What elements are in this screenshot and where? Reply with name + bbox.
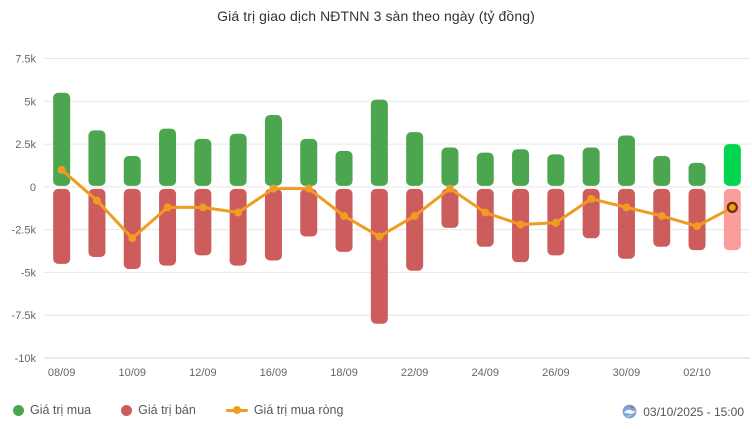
sell-bar[interactable] [441, 188, 459, 228]
net-marker[interactable] [516, 220, 525, 229]
net-marker[interactable] [481, 208, 490, 217]
vietstock-logo-icon [622, 404, 637, 419]
legend-item-buy[interactable]: Giá trị mua [13, 403, 91, 417]
x-axis-label: 12/09 [189, 367, 217, 379]
sell-bar[interactable] [406, 188, 424, 271]
buy-bar[interactable] [300, 138, 318, 186]
sell-bar[interactable] [370, 188, 388, 324]
net-marker[interactable] [622, 203, 631, 212]
y-axis-label: 2.5k [15, 139, 36, 151]
net-marker[interactable] [375, 232, 384, 241]
chart-title: Giá trị giao dịch NĐTNN 3 sàn theo ngày … [217, 8, 535, 24]
buy-bar[interactable] [476, 152, 494, 186]
sell-bar[interactable] [300, 188, 318, 237]
sell-bar[interactable] [229, 188, 247, 266]
net-marker[interactable] [304, 184, 313, 193]
buy-legend-marker-icon [13, 404, 24, 416]
legend-label-buy: Giá trị mua [30, 403, 92, 417]
x-axis-label: 18/09 [330, 367, 358, 379]
sell-bar[interactable] [123, 188, 141, 270]
sell-bar[interactable] [688, 188, 706, 251]
net-marker[interactable] [657, 211, 666, 220]
buy-bar[interactable] [653, 156, 671, 186]
legend-label-sell: Giá trị bán [138, 403, 196, 417]
buy-bar[interactable] [264, 114, 282, 186]
chart-legend: Giá trị mua Giá trị bán Giá trị mua ròng [13, 403, 343, 417]
y-axis-label: 5k [24, 96, 36, 108]
legend-item-net[interactable]: Giá trị mua ròng [225, 403, 344, 417]
net-marker[interactable] [551, 218, 560, 227]
buy-bar[interactable] [370, 99, 388, 186]
buy-bar[interactable] [547, 154, 565, 186]
x-axis-label: 16/09 [260, 367, 288, 379]
net-marker[interactable] [410, 211, 419, 220]
sell-bar[interactable] [723, 188, 741, 251]
buy-bar[interactable] [123, 156, 141, 186]
net-marker[interactable] [92, 196, 101, 205]
net-marker[interactable] [198, 203, 207, 212]
net-marker[interactable] [587, 194, 596, 203]
buy-bar[interactable] [229, 133, 247, 186]
buy-bar[interactable] [723, 144, 741, 186]
legend-label-net: Giá trị mua ròng [253, 403, 344, 417]
chart-footer: 03/10/2025 - 15:00 [622, 404, 744, 419]
sell-bar[interactable] [617, 188, 635, 259]
sell-bar[interactable] [335, 188, 353, 252]
x-axis-label: 22/09 [401, 367, 429, 379]
y-axis-label: -5k [21, 267, 37, 279]
buy-bar[interactable] [441, 147, 459, 186]
net-marker[interactable] [57, 165, 66, 174]
x-axis-label: 30/09 [613, 367, 641, 379]
x-axis-label: 10/09 [118, 367, 146, 379]
y-axis-label: 0 [30, 182, 36, 194]
net-line [60, 168, 734, 240]
sell-bar[interactable] [194, 188, 212, 256]
sell-legend-marker-icon [121, 404, 133, 416]
buy-bar[interactable] [53, 92, 71, 186]
sell-bar[interactable] [53, 188, 71, 264]
buy-bar[interactable] [194, 138, 212, 186]
net-marker[interactable] [693, 222, 702, 231]
buy-bar[interactable] [406, 132, 424, 186]
sell-bar[interactable] [264, 188, 282, 261]
x-axis-label: 26/09 [542, 367, 570, 379]
y-axis-label: -10k [15, 353, 37, 365]
buy-bar[interactable] [617, 135, 635, 186]
sell-bar[interactable] [476, 188, 494, 247]
net-marker[interactable] [163, 203, 172, 212]
net-legend-marker-icon [225, 405, 248, 416]
net-marker-latest[interactable] [726, 201, 738, 213]
sell-bar[interactable] [159, 188, 177, 266]
net-marker[interactable] [234, 208, 243, 217]
legend-item-sell[interactable]: Giá trị bán [121, 403, 196, 417]
net-marker[interactable] [269, 184, 278, 193]
x-axis-label: 08/09 [48, 367, 76, 379]
y-axis-label: -2.5k [12, 225, 37, 237]
net-marker[interactable] [128, 234, 137, 243]
buy-bar[interactable] [159, 128, 177, 186]
y-axis-label: 7.5k [15, 54, 36, 66]
timestamp: 03/10/2025 - 15:00 [643, 404, 744, 419]
x-axis-label: 02/10 [683, 367, 711, 379]
buy-bar[interactable] [88, 130, 106, 186]
net-marker[interactable] [445, 184, 454, 193]
x-axis-label: 24/09 [471, 367, 499, 379]
buy-bar[interactable] [335, 150, 353, 186]
net-marker[interactable] [340, 211, 349, 220]
y-axis-label: -7.5k [12, 310, 37, 322]
buy-bar[interactable] [688, 162, 706, 186]
buy-bar[interactable] [582, 147, 600, 186]
buy-bar[interactable] [512, 149, 530, 186]
